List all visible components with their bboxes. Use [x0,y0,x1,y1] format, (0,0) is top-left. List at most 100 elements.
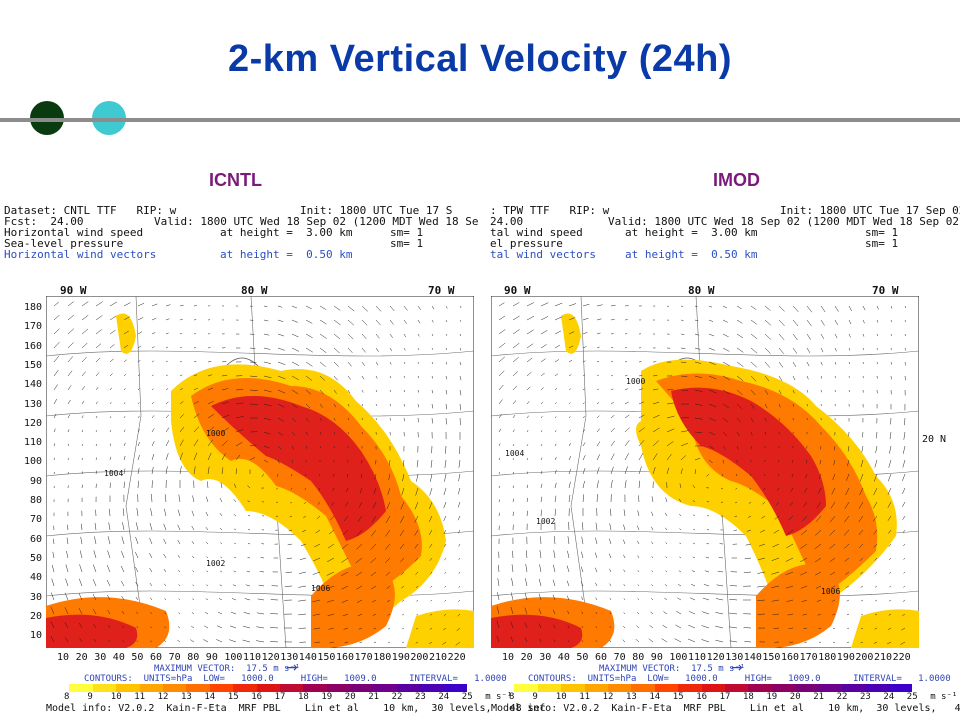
valid-text: Valid: 1800 UTC Wed 18 Sep 02 (1200 MDT … [608,215,960,228]
slide-title: 2-km Vertical Velocity (24h) [227,38,732,80]
scale-swatch [771,684,796,692]
max-vector-text: MAXIMUM VECTOR: 17.5 m s⁻¹ [599,664,746,674]
y-tick-label: 70 [29,514,42,526]
arrow-icon: → [286,660,298,676]
x-tick-label: 80 [632,652,645,663]
scale-label: m s⁻¹ [930,692,958,702]
velocity-region [851,609,919,648]
height2-text: at height = 0.50 km [625,248,758,261]
x-tick-label: 180 [818,652,837,663]
x-tick-label: 30 [539,652,552,663]
scale-swatch [303,684,327,692]
x-tick-label: 10 [57,652,70,663]
x-tick-label: 210 [874,652,893,663]
border-line [570,296,592,648]
velocity-core [46,614,138,648]
isobar-label: 1002 [536,517,555,526]
contours-text: CONTOURS: UNITS=hPa LOW= 1000.0 HIGH= 10… [528,674,951,684]
init-text: Init: 1800 UTC Tue 17 S [300,205,453,217]
lon-label: 80 W [688,284,715,297]
scale-label: 15 [227,692,239,702]
border-line [125,296,147,648]
scale-swatch [537,684,562,692]
border-line [491,590,919,597]
border-line [46,350,474,357]
y-tick-label: 140 [23,379,42,391]
x-tick-label: 60 [150,652,163,663]
map-panel-icntl: 1004 1000 1002 1006 [46,296,474,648]
scale-swatch [678,684,702,692]
isobar-label: 1004 [104,469,123,478]
x-tick-label: 150 [762,652,781,663]
scale-label: 25 [461,692,473,702]
max-vector-text: MAXIMUM VECTOR: 17.5 m s⁻¹ [154,664,301,674]
height1-text: at height = 3.00 km [220,226,353,239]
dataset-text: : TPW TTF RIP: w [490,205,610,217]
y-tick-label: 170 [23,321,42,333]
scale-label: 22 [391,692,403,702]
scale-label: 21 [368,692,380,702]
velocity-region [116,313,136,354]
scale-swatch [607,684,632,692]
scale-swatch [841,684,866,692]
sm1-text: sm= 1 [865,226,899,239]
scale-swatch [279,684,304,692]
scale-label: 20 [344,692,356,702]
x-tick-label: 100 [224,652,243,663]
scale-label: 13 [181,692,192,702]
scale-swatch [46,684,70,692]
y-tick-label: 90 [29,475,42,487]
scale-swatch [888,684,913,692]
border-line [491,350,919,357]
scale-swatch [654,684,679,692]
y-tick-label: 150 [23,359,42,371]
height1-text: at height = 3.00 km [625,226,758,239]
x-tick-label: 20 [75,652,88,663]
x-tick-label: 130 [725,652,744,663]
scale-swatch [701,684,725,692]
scale-label: 12 [602,692,614,702]
scale-label: 16 [251,692,263,702]
scale-swatch [116,684,140,692]
field1-text: tal wind speed [490,226,583,239]
x-tick-label: 190 [391,652,410,663]
scale-label: 15 [672,692,684,702]
scale-swatch [209,684,234,692]
y-tick-label: 10 [29,630,42,642]
x-tick-label: 10 [502,652,515,663]
x-tick-label: 220 [447,652,466,663]
x-tick-label: 210 [429,652,448,663]
model-info-text: Model info: V2.0.2 Kain-F-Eta MRF PBL Li… [46,703,546,714]
x-tick-label: 20 [520,652,533,663]
scale-swatch [795,684,819,692]
scale-swatch [491,684,515,692]
isobar-label: 1000 [206,429,225,438]
scale-label: 14 [204,692,216,702]
scale-label: 10 [555,692,567,702]
lon-label: 70 W [872,284,899,297]
valid-text: Valid: 1800 UTC Wed 18 Sep 02 (1200 MDT … [154,215,479,228]
y-tick-label: 50 [29,552,42,564]
lon-label: 70 W [428,284,455,297]
x-tick-label: 200 [855,652,874,663]
x-tick-label: 170 [799,652,818,663]
dataset-text: Dataset: CNTL TTF RIP: w [4,205,177,217]
field3-text: Horizontal wind vectors [4,248,157,261]
color-scale-left [46,684,468,692]
scale-swatch [818,684,842,692]
scale-label: m s⁻¹ [485,692,513,702]
title-rule [0,118,960,122]
field2-text: Sea-level pressure [4,237,124,250]
x-tick-label: 70 [168,652,181,663]
scale-swatch [350,684,374,692]
color-scale-right [491,684,913,692]
scale-swatch [92,684,117,692]
velocity-core [211,396,386,541]
x-tick-label: 30 [94,652,107,663]
x-tick-label: 190 [836,652,855,663]
x-tick-label: 110 [243,652,262,663]
scale-swatch [514,684,538,692]
map-panel-imod: 1004 1000 1002 1006 [491,296,919,648]
sm2-text: sm= 1 [865,237,899,250]
scale-label: 11 [579,692,591,702]
